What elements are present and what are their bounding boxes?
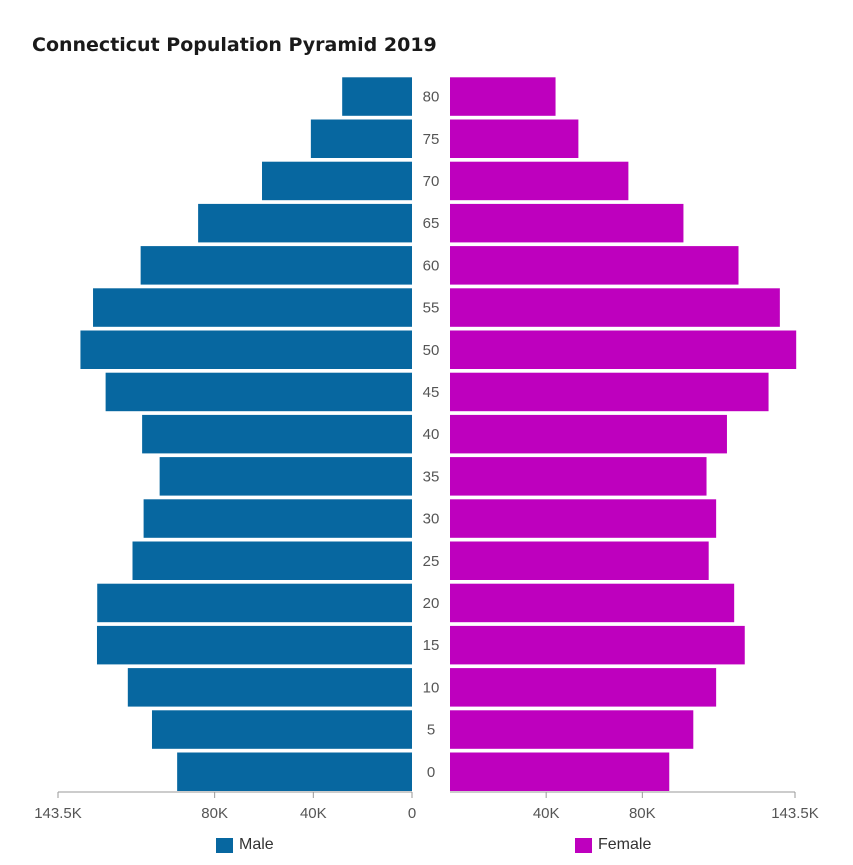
male-tick-label-0: 143.5K <box>34 805 82 822</box>
female-bar-age-60[interactable] <box>450 246 739 285</box>
age-label-70: 70 <box>423 173 440 190</box>
male-bar-age-35[interactable] <box>159 457 412 496</box>
female-bar-age-45[interactable] <box>450 372 769 412</box>
female-bar-age-50[interactable] <box>450 330 797 370</box>
x-axes-group: 143.5K 80K 40K 0 40K 80K 143.5K <box>34 791 819 822</box>
age-label-60: 60 <box>423 257 440 274</box>
female-bar-age-65[interactable] <box>450 203 684 243</box>
female-bar-age-80[interactable] <box>450 77 556 116</box>
age-label-30: 30 <box>423 511 440 528</box>
female-bar-age-25[interactable] <box>450 541 709 581</box>
age-label-45: 45 <box>423 384 440 401</box>
age-label-55: 55 <box>423 300 440 317</box>
legend-label-male: Male <box>239 836 274 853</box>
male-bar-age-0[interactable] <box>177 752 412 792</box>
female-bar-age-5[interactable] <box>450 710 694 749</box>
male-bar-age-30[interactable] <box>143 499 413 538</box>
male-tick-label-3: 0 <box>408 805 416 822</box>
female-bars-group <box>450 77 797 792</box>
female-bar-age-70[interactable] <box>450 161 629 201</box>
age-label-15: 15 <box>423 637 440 654</box>
age-label-5: 5 <box>427 722 435 739</box>
female-bar-age-0[interactable] <box>450 752 670 792</box>
female-bar-age-10[interactable] <box>450 668 717 707</box>
male-bar-age-45[interactable] <box>105 372 413 412</box>
age-label-75: 75 <box>423 131 440 148</box>
legend-item-female[interactable]: Female <box>575 836 651 854</box>
female-bar-age-75[interactable] <box>450 119 579 159</box>
female-tick-label-1: 80K <box>629 805 656 822</box>
male-bar-age-60[interactable] <box>140 246 412 285</box>
male-bar-age-65[interactable] <box>198 203 412 243</box>
male-tick-label-1: 80K <box>201 805 228 822</box>
age-label-50: 50 <box>423 342 440 359</box>
legend-item-male[interactable]: Male <box>216 836 274 854</box>
male-tick-label-2: 40K <box>300 805 327 822</box>
female-bar-age-15[interactable] <box>450 625 745 665</box>
female-bar-age-20[interactable] <box>450 583 735 623</box>
age-label-25: 25 <box>423 553 440 570</box>
age-label-10: 10 <box>423 679 440 696</box>
age-label-20: 20 <box>423 595 440 612</box>
chart-title: Connecticut Population Pyramid 2019 <box>32 34 437 56</box>
female-tick-label-0: 40K <box>533 805 560 822</box>
male-bar-age-5[interactable] <box>151 710 413 749</box>
male-bars-group <box>80 77 413 792</box>
male-bar-age-75[interactable] <box>310 119 412 159</box>
male-bar-age-25[interactable] <box>132 541 412 581</box>
male-bar-age-10[interactable] <box>127 668 413 707</box>
legend-swatch-male <box>216 837 233 853</box>
age-label-40: 40 <box>423 426 440 443</box>
female-bar-age-30[interactable] <box>450 499 717 538</box>
male-bar-age-55[interactable] <box>93 288 412 327</box>
female-tick-label-2: 143.5K <box>771 805 819 822</box>
age-labels-group: 0 5 10 15 20 25 30 35 40 45 50 55 60 65 70 75 80 <box>423 89 440 781</box>
legend-swatch-female <box>575 837 592 853</box>
female-bar-age-35[interactable] <box>450 457 707 496</box>
male-bar-age-40[interactable] <box>142 414 412 454</box>
female-bar-age-40[interactable] <box>450 414 727 454</box>
age-label-0: 0 <box>427 764 435 781</box>
female-bar-age-55[interactable] <box>450 288 780 327</box>
legend-label-female: Female <box>598 836 652 853</box>
age-label-35: 35 <box>423 468 440 485</box>
male-bar-age-80[interactable] <box>342 77 412 116</box>
male-bar-age-20[interactable] <box>97 583 412 623</box>
male-bar-age-15[interactable] <box>96 625 413 665</box>
male-bar-age-50[interactable] <box>80 330 412 370</box>
male-bar-age-70[interactable] <box>262 161 412 201</box>
age-label-80: 80 <box>423 89 440 106</box>
age-label-65: 65 <box>423 215 440 232</box>
